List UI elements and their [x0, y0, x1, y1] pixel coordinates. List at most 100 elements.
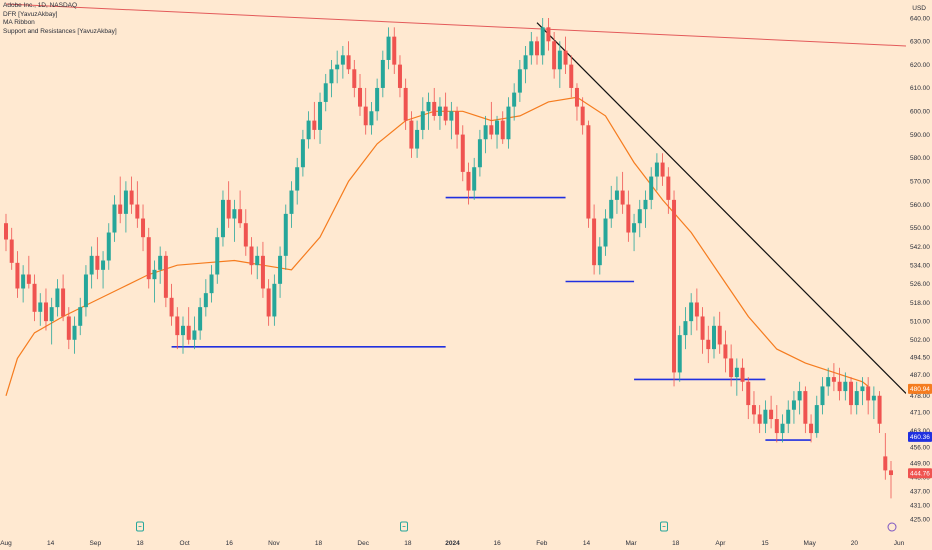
- candle-45: [260, 241, 265, 298]
- candle-107: [614, 176, 619, 214]
- candle-body: [215, 237, 220, 275]
- candle-58: [335, 50, 340, 84]
- candle-body: [392, 36, 397, 65]
- candle-128: [734, 358, 739, 396]
- candle-146: [837, 367, 842, 401]
- candle-145: [831, 363, 836, 392]
- candle-118: [677, 325, 682, 382]
- candle-body: [460, 134, 465, 172]
- candle-body: [55, 288, 60, 308]
- candle-body: [820, 386, 825, 406]
- candle-41: [238, 190, 243, 228]
- candles: [4, 17, 893, 499]
- candle-27: [158, 246, 163, 284]
- y-tick-label-18: 478.00: [910, 393, 930, 400]
- candle-62: [358, 73, 362, 116]
- candle-body: [751, 405, 756, 415]
- candle-112: [643, 190, 648, 228]
- price-tags: 480.94 460.36 444.76: [908, 383, 932, 479]
- price-tag-1: 460.36: [908, 431, 932, 442]
- candle-149: [854, 381, 859, 415]
- candle-129: [740, 358, 745, 392]
- chart-legend: Adobe Inc., 1D, NASDAQ DFR [YavuzAkbay] …: [3, 2, 117, 36]
- candle-body: [597, 246, 602, 266]
- candle-body: [614, 190, 619, 200]
- candle-97: [557, 41, 562, 88]
- candle-body: [318, 101, 323, 130]
- candle-body: [649, 176, 654, 200]
- candle-body: [266, 288, 271, 317]
- candle-78: [449, 101, 454, 140]
- time-axis[interactable]: Aug 14 Sep 18 Oct 16 Nov 18 Dec 18 2024 16 Feb 14 Mar 1…: [0, 521, 932, 550]
- candle-body: [871, 395, 876, 401]
- candle-13: [78, 297, 83, 336]
- candle-153: [877, 391, 882, 434]
- candle-body: [112, 204, 117, 233]
- legend-symbol[interactable]: Adobe Inc., 1D, NASDAQ: [3, 2, 78, 9]
- candle-body: [306, 120, 311, 140]
- candle-body: [369, 111, 374, 126]
- candle-body: [592, 218, 597, 266]
- candle-body: [826, 377, 831, 387]
- candle-body: [540, 27, 545, 56]
- y-tick-label-4: 600.00: [910, 109, 930, 116]
- candle-42: [243, 209, 248, 256]
- candle-body: [426, 101, 431, 112]
- earnings-icon-box: [400, 521, 408, 532]
- price-tag-label: 480.94: [910, 386, 930, 393]
- candle-body: [609, 199, 614, 219]
- candle-102: [586, 120, 591, 228]
- y-tick-label-13: 518.00: [910, 300, 930, 307]
- candle-body: [523, 55, 528, 70]
- candle-body: [158, 255, 163, 270]
- legend-ma-ribbon[interactable]: MA Ribbon: [3, 19, 35, 27]
- candle-body: [877, 395, 882, 424]
- candle-126: [723, 330, 728, 373]
- candle-body: [163, 255, 168, 298]
- y-tick-label-22: 449.00: [910, 461, 930, 468]
- y-tick-label-21: 456.00: [910, 444, 930, 451]
- candle-134: [769, 395, 774, 429]
- candle-body: [437, 106, 442, 116]
- candle-87: [500, 111, 505, 144]
- candle-body: [66, 316, 71, 340]
- y-tick-label-17: 487.00: [910, 372, 930, 379]
- earnings-event-icon-2: [660, 521, 668, 532]
- candle-body: [198, 307, 203, 331]
- candle-body: [329, 69, 334, 84]
- y-tick-label-10: 542.00: [910, 244, 930, 251]
- candle-body: [260, 255, 265, 289]
- candle-139: [797, 381, 802, 415]
- time-axis-bg: [0, 537, 932, 550]
- candle-65: [375, 78, 380, 121]
- candle-body: [883, 456, 888, 471]
- candle-body: [729, 358, 734, 378]
- x-tick-label-15: 18: [672, 540, 680, 547]
- candle-body: [746, 381, 751, 406]
- candle-61: [352, 59, 357, 98]
- candle-body: [106, 232, 111, 261]
- candle-body: [169, 297, 174, 317]
- candle-69: [397, 55, 402, 98]
- price-axis[interactable]: USD 640.00 630.00 620.00 610.00 600.00 590.00 5…: [906, 0, 932, 550]
- earnings-event-icon-0: [136, 521, 144, 532]
- candle-body: [346, 55, 351, 70]
- candle-85: [489, 101, 494, 140]
- candle-132: [757, 405, 762, 434]
- candle-147: [843, 372, 848, 401]
- candle-59: [340, 45, 345, 79]
- candle-body: [803, 391, 808, 424]
- candle-body: [706, 339, 711, 350]
- candle-20: [118, 176, 123, 224]
- legend-dfr[interactable]: DFR [YavuzAkbay]: [3, 10, 58, 18]
- y-tick-label-16: 494.50: [910, 355, 930, 362]
- y-tick-label-0: 640.00: [910, 15, 930, 22]
- y-tick-label-26: 425.00: [910, 517, 930, 524]
- y-tick-label-8: 560.00: [910, 202, 930, 209]
- legend-support-resistance[interactable]: Support and Resistances [YavuzAkbay]: [3, 27, 117, 35]
- candle-98: [563, 36, 568, 74]
- candle-93: [535, 36, 539, 65]
- price-tag-0: 480.94: [908, 383, 932, 394]
- candle-49: [283, 204, 288, 270]
